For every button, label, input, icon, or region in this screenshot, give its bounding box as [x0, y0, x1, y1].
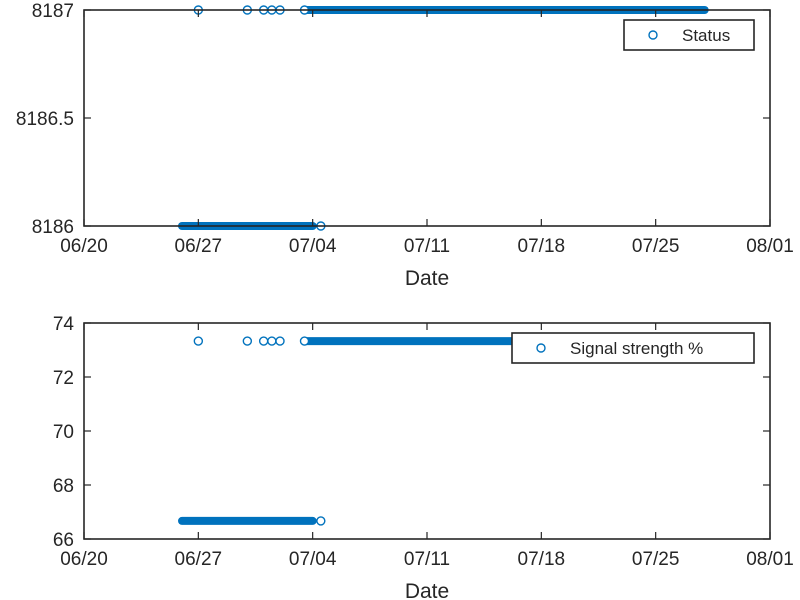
data-point: [299, 336, 310, 346]
marker-run: [300, 337, 529, 346]
x-tick-label: 07/18: [518, 236, 566, 257]
legend-box: [623, 19, 755, 51]
chart-2: 06/20 06/27 07/04 07/11 07/18 07/25 08/01 66 68 7…: [53, 314, 794, 600]
x-tick-label: 08/01: [746, 236, 794, 257]
x-tick-label: 07/25: [632, 549, 680, 570]
data-point: [258, 336, 269, 346]
y-tick-label: 8186: [32, 217, 74, 238]
x-axis-label: Date: [405, 580, 449, 600]
x-tick-label: 06/27: [175, 549, 223, 570]
x-tick-label: 07/04: [289, 549, 337, 570]
data-point: [267, 336, 277, 346]
marker-run: [178, 516, 317, 525]
y-tick-label: 74: [53, 314, 75, 335]
x-tick-label: 06/20: [60, 236, 108, 257]
y-tick-label: 8186.5: [16, 109, 74, 130]
data-point: [275, 336, 285, 346]
legend-box: [511, 332, 755, 364]
data-point: [193, 336, 204, 346]
y-tick-label: 70: [53, 422, 74, 443]
x-tick-label: 06/20: [60, 549, 108, 570]
legend-marker: [536, 343, 546, 353]
x-tick-label: 08/01: [746, 549, 794, 570]
data-point: [316, 516, 326, 526]
x-tick-label: 07/18: [518, 549, 566, 570]
legend-label: Status: [682, 26, 730, 45]
x-axis-label: Date: [405, 267, 449, 290]
legend-label: Signal strength %: [570, 339, 703, 358]
y-tick-label: 68: [53, 476, 74, 497]
chart-1: 06/20 06/27 07/04 07/11 07/18 07/25 08/01 8186 8…: [16, 1, 794, 290]
y-tick-label: 72: [53, 368, 74, 389]
data-point: [242, 336, 253, 346]
data-series: [178, 336, 529, 526]
legend: Status: [623, 19, 755, 51]
y-tick-label: 8187: [32, 1, 74, 22]
x-tick-label: 06/27: [175, 236, 223, 257]
legend-marker: [648, 30, 658, 40]
y-tick-label: 66: [53, 530, 74, 551]
legend: Signal strength %: [511, 332, 755, 364]
x-tick-label: 07/25: [632, 236, 680, 257]
x-tick-label: 07/11: [404, 549, 450, 570]
x-tick-label: 07/11: [404, 236, 450, 257]
x-tick-label: 07/04: [289, 236, 337, 257]
